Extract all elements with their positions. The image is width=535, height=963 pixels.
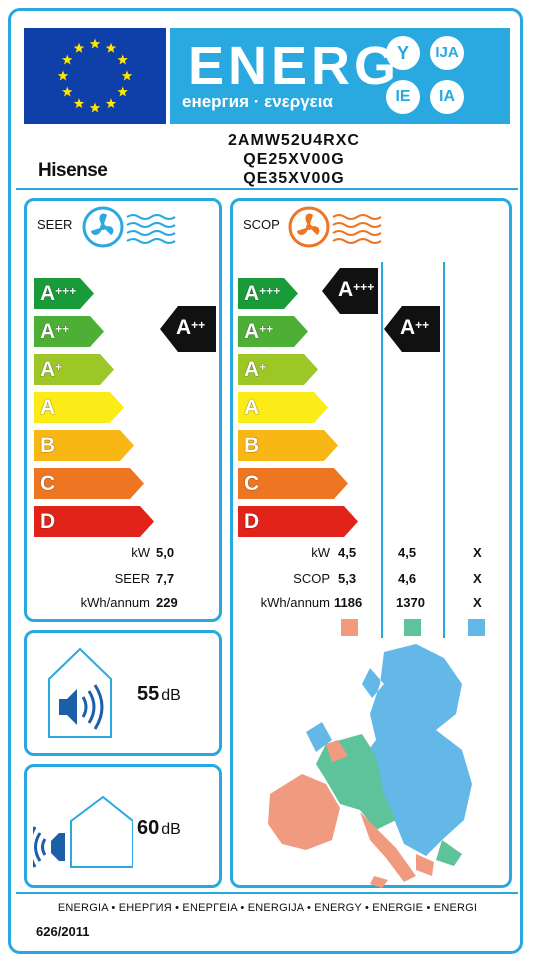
scop-class-arrow-3: A <box>238 392 328 423</box>
indoor-noise-unit: dB <box>161 687 181 704</box>
scop-class-arrow-2: A+ <box>238 354 318 385</box>
scop-class-label-2: A+ <box>244 358 267 381</box>
europe-climate-map-icon <box>268 644 472 888</box>
scop-class-arrow-1: A++ <box>238 316 308 347</box>
label-frame <box>8 8 523 954</box>
seer-class-arrow-1: A++ <box>34 316 104 347</box>
regulation-number: 626/2011 <box>36 924 90 939</box>
footer-divider <box>16 892 518 894</box>
outdoor-noise-panel: 60 dB <box>24 764 222 888</box>
zone-swatch-average <box>404 619 421 636</box>
seer-class-label-0: A+++ <box>40 282 77 305</box>
scop-row-kw-label: kW <box>311 545 330 560</box>
outdoor-noise-unit: dB <box>161 821 181 838</box>
scop-class-label-5: C <box>244 472 260 495</box>
indoor-unit-speaker-icon <box>48 647 112 738</box>
scop-row-scop-cold: X <box>473 571 482 586</box>
energ-word: ENERG <box>188 36 401 96</box>
seer-class-label-4: B <box>40 434 56 457</box>
scop-class-label-3: A <box>244 396 260 419</box>
scop-class-arrow-5: C <box>238 468 348 499</box>
scop-row-kw-cold: X <box>473 545 482 560</box>
scop-row-annual-cold: X <box>473 595 482 610</box>
scop-rating-average-marker: A++ <box>384 306 440 357</box>
indoor-noise-panel: 55 dB <box>24 630 222 756</box>
scop-rating-warm-marker: A+++ <box>322 268 378 319</box>
scop-class-label-0: A+++ <box>244 282 281 305</box>
seer-row-annual-value: 229 <box>156 595 178 610</box>
scop-row-kw-average: 4,5 <box>398 545 417 560</box>
scop-class-arrow-6: D <box>238 506 358 537</box>
model-id-indoor-2: QE35XV00G <box>243 170 345 187</box>
lang-code-ie: IE <box>386 80 420 114</box>
scop-column-divider-1 <box>381 262 383 638</box>
seer-rating-marker: A++ <box>160 306 216 357</box>
energy-banner: ENERG енергия · ενεργεια Y IJA IE IA <box>170 28 510 124</box>
scop-row-annual-warm: 1186 <box>334 595 363 610</box>
lang-code-ija: IJA <box>430 36 464 70</box>
seer-class-arrow-6: D <box>34 506 154 537</box>
lang-code-ia: IA <box>430 80 464 114</box>
scop-class-label-6: D <box>244 510 260 533</box>
seer-class-label-6: D <box>40 510 56 533</box>
scop-class-label-1: A++ <box>244 320 274 343</box>
seer-class-arrow-2: A+ <box>34 354 114 385</box>
seer-class-arrow-3: A <box>34 392 124 423</box>
seer-class-label-2: A+ <box>40 358 63 381</box>
scop-label: SCOP <box>243 217 280 232</box>
scop-class-label-4: B <box>244 434 260 457</box>
scop-row-annual-average: 1370 <box>396 595 425 610</box>
footer-languages: ENERGIA • ЕНЕРГИЯ • ΕΝΕΡΓΕΙΑ • ENERGIJA … <box>57 902 478 914</box>
scop-column-divider-2 <box>443 262 445 638</box>
scop-row-scop-average: 4,6 <box>398 571 417 586</box>
seer-row-kw-label: kW <box>131 545 150 560</box>
scop-rating-average-label: A++ <box>400 316 430 339</box>
seer-label: SEER <box>37 217 73 232</box>
model-id-indoor-1: QE25XV00G <box>243 151 345 168</box>
seer-row-seer-label: SEER <box>114 571 150 586</box>
seer-row-seer-value: 7,7 <box>156 571 175 586</box>
scop-row-scop-warm: 5,3 <box>338 571 357 586</box>
heating-fan-icon <box>288 206 382 248</box>
scop-class-arrow-0: A+++ <box>238 278 298 309</box>
scop-row-annual-label: kWh/annum <box>260 595 330 610</box>
scop-row-scop-label: SCOP <box>293 571 330 586</box>
eu-flag <box>24 28 166 124</box>
lang-code-y: Y <box>386 36 420 70</box>
scop-row-kw-warm: 4,5 <box>338 545 357 560</box>
scop-class-arrow-4: B <box>238 430 338 461</box>
zone-swatch-cold <box>468 619 485 636</box>
seer-class-label-5: C <box>40 472 56 495</box>
header-divider <box>16 188 518 190</box>
seer-class-arrow-5: C <box>34 468 144 499</box>
eu-stars-icon <box>57 38 133 113</box>
outdoor-noise-value: 60 dB <box>137 817 181 839</box>
seer-panel: SEER <box>24 198 222 622</box>
model-id-outdoor: 2AMW52U4RXC <box>228 132 360 149</box>
energ-subtitle: енергия · ενεργεια <box>182 92 333 111</box>
seer-class-arrow-4: B <box>34 430 134 461</box>
seer-rating-label: A++ <box>176 316 206 339</box>
seer-class-label-1: A++ <box>40 320 70 343</box>
cooling-fan-icon <box>82 206 176 248</box>
seer-class-arrow-0: A+++ <box>34 278 94 309</box>
seer-row-annual-label: kWh/annum <box>80 595 150 610</box>
brand-name: Hisense <box>38 160 108 181</box>
seer-class-label-3: A <box>40 396 56 419</box>
indoor-noise-value: 55 dB <box>137 683 181 705</box>
scop-rating-warm-label: A+++ <box>338 278 375 301</box>
seer-row-kw-value: 5,0 <box>156 545 175 560</box>
scop-panel: SCOP <box>230 198 512 888</box>
zone-swatch-warm <box>341 619 358 636</box>
outdoor-unit-speaker-icon <box>33 795 133 868</box>
